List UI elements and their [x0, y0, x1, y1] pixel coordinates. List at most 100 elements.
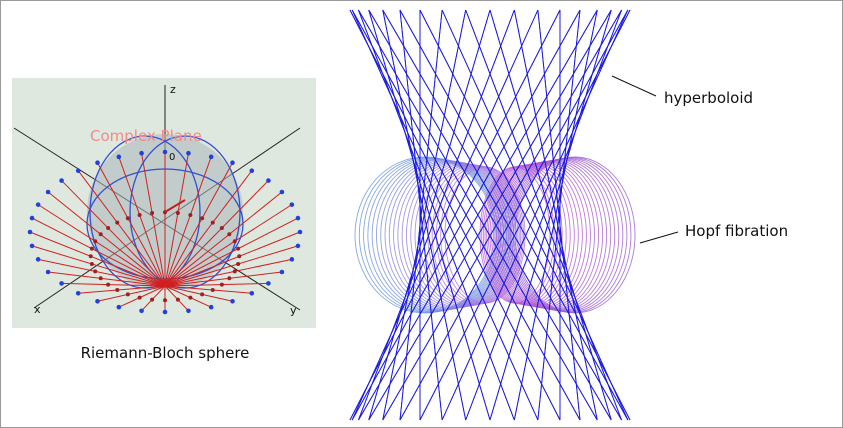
vector — [164, 199, 186, 213]
ray — [31, 245, 166, 287]
sphere-point — [200, 292, 205, 297]
plane-point — [95, 160, 100, 166]
sphere-point — [163, 298, 167, 303]
sphere-point — [237, 254, 242, 259]
ray — [164, 282, 269, 287]
plane-point — [27, 229, 33, 235]
axis-label: y — [290, 304, 297, 317]
hopf-label: Hopf fibration — [685, 222, 788, 240]
fiber — [397, 161, 510, 309]
ray — [164, 258, 292, 287]
fiber — [492, 162, 583, 308]
sphere-point — [98, 232, 103, 237]
sphere-point — [210, 288, 215, 293]
plane-point — [266, 178, 271, 183]
sphere-point — [219, 282, 224, 287]
fiber — [388, 160, 507, 310]
ray — [118, 156, 166, 287]
plane-point — [95, 298, 100, 304]
ray — [164, 162, 233, 287]
ray — [164, 204, 293, 287]
plane-point — [116, 304, 122, 310]
ruling — [382, 9, 467, 421]
ray — [37, 204, 166, 287]
ray — [97, 285, 166, 302]
ruling — [399, 9, 443, 421]
ray — [164, 285, 252, 294]
ruling — [537, 9, 581, 421]
ray — [164, 170, 253, 287]
plane-point — [289, 257, 295, 262]
ruling — [358, 9, 598, 421]
plane-point — [230, 298, 235, 304]
fiber — [367, 157, 500, 313]
plane-label: Complex Plane — [90, 127, 202, 145]
plane-point — [208, 304, 214, 310]
leader-line — [611, 75, 657, 97]
ray — [47, 191, 166, 287]
fiber — [371, 158, 502, 312]
plane-point — [266, 281, 271, 286]
ruling — [382, 9, 622, 421]
hyperboloid-lines — [349, 9, 631, 421]
plane-point — [59, 178, 64, 183]
ruling — [399, 9, 629, 421]
sphere-point — [175, 210, 180, 215]
ray — [164, 271, 282, 287]
sphere-point — [106, 282, 111, 287]
ray — [97, 162, 166, 287]
sphere-point — [188, 212, 193, 217]
sphere-point — [89, 246, 94, 251]
ray — [164, 156, 212, 287]
sphere-point — [125, 292, 130, 297]
plane-point — [295, 243, 301, 249]
caption: Riemann-Bloch sphere — [81, 344, 250, 362]
ray — [141, 153, 166, 287]
plane-point — [230, 160, 235, 166]
sphere-point — [137, 212, 142, 217]
sphere-point — [236, 246, 241, 251]
sphere-point — [232, 239, 237, 244]
sphere-point — [232, 269, 237, 274]
hyperboloid-label: hyperboloid — [664, 89, 753, 107]
plane-point — [279, 269, 285, 275]
ray — [48, 271, 166, 287]
sphere-point — [89, 261, 94, 266]
plane-point — [29, 215, 35, 221]
fiber — [486, 164, 567, 306]
ray — [164, 191, 283, 287]
sphere-point — [227, 276, 232, 281]
axis-label: z — [170, 83, 176, 96]
fiber — [393, 160, 509, 310]
ray — [29, 231, 166, 287]
fiber — [487, 164, 571, 306]
sphere-point — [125, 216, 130, 221]
fiber — [440, 166, 525, 304]
plane-point — [45, 269, 51, 275]
sphere-point — [106, 226, 111, 231]
plane-point — [59, 281, 64, 286]
ray — [61, 282, 166, 287]
plane-point — [116, 154, 122, 160]
ray — [38, 258, 166, 287]
ray — [164, 245, 299, 287]
ray — [164, 217, 299, 287]
ray — [77, 170, 166, 287]
sphere-point — [175, 297, 180, 302]
plane-point — [186, 150, 191, 156]
plane-point — [162, 149, 168, 155]
plane-point — [297, 229, 303, 235]
plane-point — [75, 290, 81, 296]
ray — [31, 217, 166, 287]
sphere-drawing — [13, 85, 303, 315]
plane-point — [75, 168, 81, 174]
sphere-point — [200, 216, 205, 221]
fiber — [494, 162, 587, 308]
ray — [164, 285, 212, 308]
plane-point — [295, 215, 301, 221]
plane-point — [186, 308, 191, 314]
plane-point — [208, 154, 214, 160]
sphere-point — [150, 297, 155, 302]
ruling — [368, 9, 491, 421]
